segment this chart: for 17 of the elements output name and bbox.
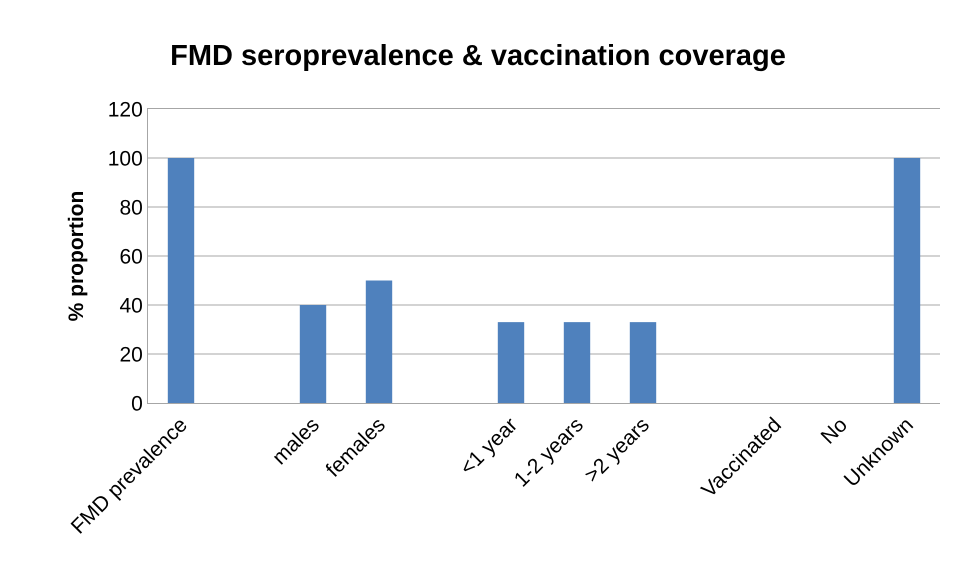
bar [300,305,326,403]
bar [366,280,392,403]
y-tick-label: 80 [119,196,143,220]
bar [630,322,656,403]
bar [564,322,590,403]
y-tick-label: 60 [119,245,143,268]
bar [168,158,194,403]
y-tick-label: 20 [119,343,143,366]
x-tick-label: No [816,413,852,449]
y-tick-label: 40 [119,294,143,318]
y-tick-label: 0 [131,392,143,416]
bar [894,158,920,403]
bar [498,322,524,403]
y-tick-label: 120 [108,98,143,122]
y-tick-label: 100 [108,147,143,170]
y-axis-title: % proportion [64,190,88,322]
chart-title: FMD seroprevalence & vaccination coverage [170,40,786,72]
